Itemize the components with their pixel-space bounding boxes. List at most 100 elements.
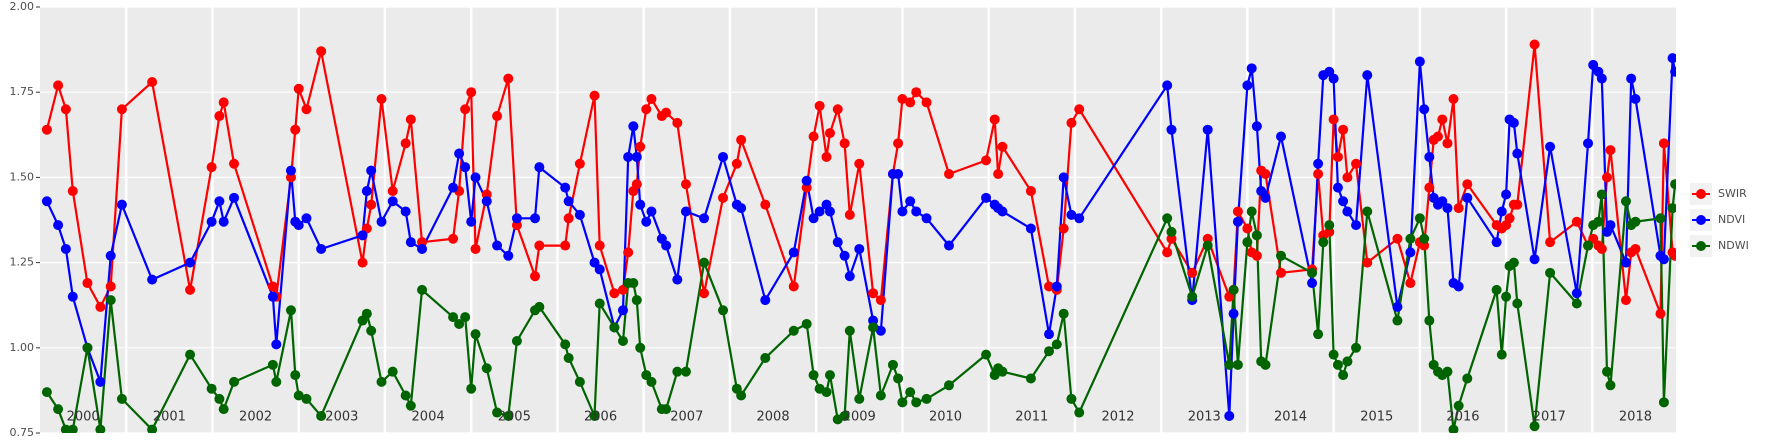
series-point (1025, 186, 1036, 197)
series-point (1504, 213, 1515, 224)
series-point (218, 404, 229, 415)
series-point (1260, 359, 1271, 370)
series-point (361, 186, 372, 197)
series-point (560, 182, 571, 193)
series-point (1044, 281, 1055, 292)
year-label: 2002 (239, 410, 272, 425)
series-point (293, 390, 304, 401)
year-label: 2016 (1446, 410, 1479, 425)
year-label: 2012 (1101, 410, 1134, 425)
series-point (1066, 209, 1077, 220)
series-point (1448, 94, 1459, 105)
series-point (1051, 281, 1062, 292)
series-point (1246, 206, 1257, 217)
series-point (1620, 257, 1631, 268)
series-point (1442, 203, 1453, 214)
series-point (185, 257, 196, 268)
legend-label: NDVI (1718, 213, 1745, 226)
plot (41, 39, 1676, 433)
series-point (628, 121, 639, 132)
series-point (285, 305, 296, 316)
series-point (594, 264, 605, 275)
series-point (376, 94, 387, 105)
series-point (1670, 250, 1676, 261)
series-point (267, 359, 278, 370)
series-point (731, 158, 742, 169)
series-point (1602, 366, 1613, 377)
series-point (387, 366, 398, 377)
series-point (801, 175, 812, 186)
series-point (1044, 329, 1055, 340)
series-point (1058, 223, 1069, 234)
series-point (868, 288, 879, 299)
series-point (1462, 373, 1473, 384)
series-point (617, 305, 628, 316)
series-point (594, 240, 605, 251)
series-point (105, 295, 116, 306)
legend-dot (1696, 241, 1706, 251)
series-point (868, 322, 879, 333)
series-point (1432, 131, 1443, 142)
series-line (45, 44, 1676, 315)
series-point (844, 209, 855, 220)
series-point (503, 250, 514, 261)
series-point (736, 203, 747, 214)
series-point (560, 240, 571, 251)
series-point (646, 206, 657, 217)
series-point (95, 301, 106, 312)
series-point (503, 410, 514, 421)
series-point (530, 271, 541, 282)
series-point (1328, 114, 1339, 125)
series-point (1066, 393, 1077, 404)
series-point (481, 196, 492, 207)
series-point (1545, 141, 1556, 152)
series-point (832, 104, 843, 115)
series-point (788, 325, 799, 336)
series-point (229, 192, 240, 203)
series-point (1074, 104, 1085, 115)
series-point (854, 243, 865, 254)
series-point (1419, 104, 1430, 115)
series-point (214, 196, 225, 207)
series-point (1324, 220, 1335, 231)
series-point (1508, 257, 1519, 268)
series-point (1588, 59, 1599, 70)
series-point (1583, 138, 1594, 149)
series-point (206, 162, 217, 173)
series-point (824, 206, 835, 217)
series-point (1462, 179, 1473, 190)
series-point (229, 376, 240, 387)
series-point (293, 83, 304, 94)
series-point (1596, 73, 1607, 84)
series-point (95, 424, 106, 433)
panel (40, 7, 1676, 433)
series-point (1571, 288, 1582, 299)
series-point (1332, 182, 1343, 193)
year-label: 2005 (498, 410, 531, 425)
series-point (911, 397, 922, 408)
series-point (844, 271, 855, 282)
series-point (628, 278, 639, 289)
series-point (981, 192, 992, 203)
series-point (1074, 213, 1085, 224)
series-point (316, 243, 327, 254)
series-point (454, 318, 465, 329)
series-point (893, 373, 904, 384)
series-point (594, 298, 605, 309)
series-point (661, 240, 672, 251)
series-point (492, 240, 503, 251)
series-point (921, 97, 932, 108)
series-point (1626, 73, 1637, 84)
series-point (893, 138, 904, 149)
series-point (680, 366, 691, 377)
series-point (1313, 158, 1324, 169)
series-point (405, 114, 416, 125)
series-point (943, 168, 954, 179)
year-label: 2018 (1619, 410, 1652, 425)
series-point (387, 196, 398, 207)
series-point (60, 104, 71, 115)
series-point (563, 196, 574, 207)
series-point (1491, 284, 1502, 295)
series-point (1166, 226, 1177, 237)
